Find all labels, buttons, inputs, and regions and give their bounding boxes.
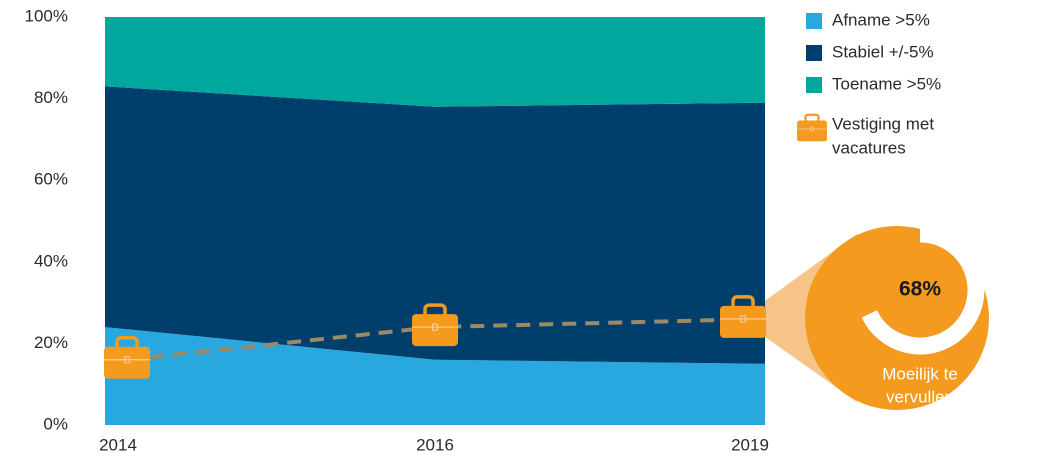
- briefcase-clasp: [810, 126, 814, 132]
- legend-label: Toename >5%: [832, 74, 941, 93]
- legend-label: Vestiging met: [832, 114, 934, 133]
- y-tick-label: 100%: [25, 6, 68, 25]
- briefcase-clasp: [124, 356, 130, 364]
- legend-label: Stabiel +/-5%: [832, 42, 934, 61]
- y-tick-label: 40%: [34, 251, 68, 270]
- x-tick-label: 2016: [416, 435, 454, 454]
- y-tick-label: 0%: [43, 414, 68, 433]
- briefcase-clasp: [740, 315, 746, 323]
- line-marker: [104, 335, 150, 379]
- callout-circle: [805, 226, 989, 410]
- x-tick-label: 2019: [731, 435, 769, 454]
- legend-swatch: [806, 77, 822, 93]
- briefcase-clasp: [432, 323, 438, 331]
- y-tick-label: 20%: [34, 333, 68, 352]
- legend-swatch: [806, 13, 822, 29]
- y-tick-label: 80%: [34, 88, 68, 107]
- x-tick-label: 2014: [99, 435, 137, 454]
- area: [105, 327, 765, 425]
- area: [105, 17, 765, 107]
- area: [105, 86, 765, 364]
- line-marker: [720, 295, 766, 338]
- callout-label: Moeilijk te: [882, 364, 958, 383]
- legend-swatch: [806, 45, 822, 61]
- legend-icon: [797, 113, 827, 142]
- y-tick-label: 60%: [34, 170, 68, 189]
- line-marker: [412, 303, 458, 347]
- donut-value-label: 68%: [899, 278, 941, 301]
- legend-label: Afname >5%: [832, 10, 930, 29]
- donut-arc: [861, 225, 985, 355]
- legend-label: vacatures: [832, 138, 906, 157]
- callout-label: vervullen: [886, 387, 954, 406]
